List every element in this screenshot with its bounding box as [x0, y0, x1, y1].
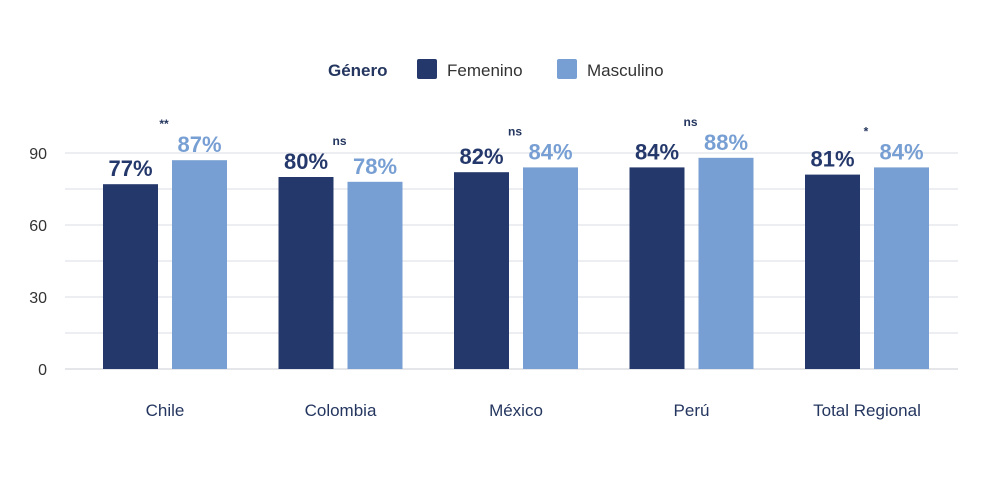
data-label-femenino: 77% [108, 156, 152, 181]
bar-femenino [805, 174, 860, 369]
y-tick-label: 90 [29, 146, 47, 163]
data-label-masculino: 88% [704, 130, 748, 155]
legend-label-masculino: Masculino [587, 61, 664, 80]
legend: Género Femenino Masculino [328, 59, 664, 80]
bar-femenino [454, 172, 509, 369]
legend-swatch-femenino [417, 59, 437, 79]
bar-femenino [278, 177, 334, 369]
y-tick-label: 60 [29, 218, 47, 235]
bars: 77% 87% ** 80% 78% ns 82% 84% ns 84% 88% ns 81% 84% * [103, 115, 929, 369]
x-tick-label: Perú [674, 401, 710, 420]
y-tick-label: 30 [29, 290, 47, 307]
x-tick-label: Colombia [305, 401, 377, 420]
x-tick-label: Chile [146, 401, 185, 420]
significance-label: ** [159, 117, 169, 131]
significance-label: ns [683, 115, 697, 129]
significance-label: ns [508, 124, 522, 138]
data-label-masculino: 78% [353, 154, 397, 179]
legend-title: Género [328, 61, 388, 80]
y-tick-label: 0 [38, 362, 47, 379]
x-axis: Chile Colombia México Perú Total Regional [146, 401, 921, 420]
x-tick-label: Total Regional [813, 401, 921, 420]
data-label-masculino: 84% [879, 139, 923, 164]
x-tick-label: México [489, 401, 543, 420]
legend-label-femenino: Femenino [447, 61, 523, 80]
y-axis: 0 30 60 90 [29, 146, 47, 379]
data-label-femenino: 84% [635, 139, 679, 164]
bar-femenino [629, 167, 685, 369]
bar-masculino [172, 160, 227, 369]
bar-masculino [698, 157, 754, 369]
data-label-masculino: 87% [177, 132, 221, 157]
bar-masculino [347, 181, 403, 369]
legend-swatch-masculino [557, 59, 577, 79]
significance-label: * [864, 124, 869, 138]
bar-masculino [523, 167, 578, 369]
data-label-femenino: 81% [810, 147, 854, 172]
bar-masculino [874, 167, 929, 369]
data-label-masculino: 84% [528, 139, 572, 164]
significance-label: ns [332, 134, 346, 148]
bar-femenino [103, 184, 158, 369]
data-label-femenino: 80% [284, 149, 328, 174]
data-label-femenino: 82% [459, 144, 503, 169]
